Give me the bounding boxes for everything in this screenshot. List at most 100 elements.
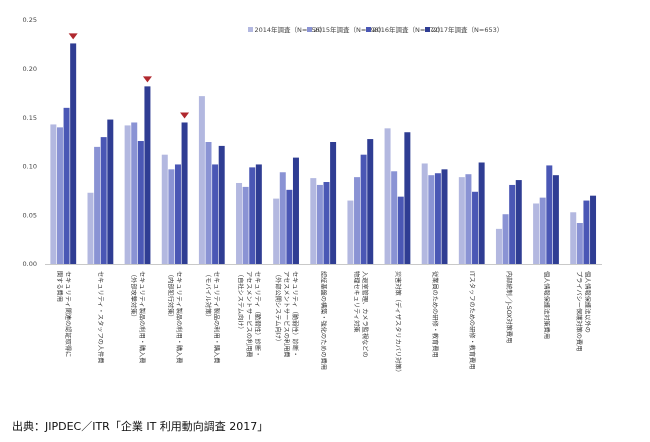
bar (255, 164, 262, 264)
category-label: 認証基盤の構築・強化のための費用 (320, 271, 328, 370)
bar (107, 119, 114, 264)
bar (360, 154, 367, 264)
bar (70, 43, 77, 265)
bar (168, 169, 175, 264)
category-label: （外部攻撃対策） (130, 271, 138, 321)
bar (316, 184, 323, 264)
category-label: 内部統制／J-SOX対策費用 (505, 271, 513, 343)
bar (212, 164, 219, 264)
bar (367, 139, 374, 264)
bar (144, 86, 151, 264)
legend-swatch (248, 27, 253, 32)
category-label: 関する費用 (55, 271, 63, 302)
category-label: セキュリティ（脆弱性）診断・ (291, 271, 299, 357)
bar (478, 162, 485, 264)
chart-legend: 2014年調査（N=656）2015年調査（N=698）2016年調査（N=67… (248, 25, 503, 34)
bar (198, 96, 205, 265)
category-label: （外部公開システム向け） (274, 271, 282, 345)
highlight-marker-icon (68, 33, 78, 40)
bar (428, 175, 435, 264)
bar (100, 137, 107, 264)
y-tick-label: 0.25 (23, 16, 37, 24)
bar (384, 128, 391, 264)
bar (397, 196, 404, 264)
bar (539, 197, 546, 264)
category-label: セキュリティ製品の利用・購入費 (138, 271, 146, 363)
bar (472, 191, 479, 264)
category-label: 災害対策（ディザスタリカバリ対策） (394, 271, 402, 376)
bar (404, 132, 411, 264)
bar (94, 146, 101, 264)
bar (458, 177, 465, 264)
legend-swatch (307, 27, 312, 32)
bar (292, 157, 299, 264)
bar (249, 167, 256, 264)
category-label: 個人情報保護法以外の (584, 271, 592, 333)
legend-label: 2017年調査（N=653） (432, 25, 504, 34)
bar (533, 203, 540, 264)
legend-swatch (425, 27, 430, 32)
highlight-markers (68, 33, 190, 119)
legend-label: 2014年調査（N=656） (255, 25, 327, 34)
legend-swatch (366, 27, 371, 32)
chart: 2014年調査（N=656）2015年調査（N=698）2016年調査（N=67… (23, 16, 602, 376)
bar (330, 142, 337, 264)
highlight-marker-icon (142, 76, 152, 83)
bar (63, 107, 70, 264)
bar (50, 124, 57, 264)
y-tick-label: 0.15 (23, 114, 37, 122)
y-axis: 0.00 0.05 0.10 0.15 0.20 0.25 (23, 16, 602, 268)
bar (502, 214, 509, 264)
category-label: 個人情報保護法対策費用 (542, 271, 550, 339)
y-tick-label: 0.10 (23, 163, 37, 171)
bar (137, 141, 144, 264)
bar (161, 154, 168, 264)
bar (242, 186, 249, 264)
bar (279, 172, 286, 264)
bar (354, 177, 361, 264)
bar (576, 223, 583, 264)
category-label: セキュリティ製品の利用・購入費 (175, 271, 183, 363)
category-label: ITスタッフのための研修・教育費用 (468, 271, 476, 369)
bar (310, 178, 317, 264)
bar (546, 165, 553, 264)
category-label: 物理セキュリティ対策 (352, 271, 360, 333)
category-label: セキュリティ関連の認証取得に (64, 271, 72, 357)
bar (181, 122, 188, 264)
bar (273, 198, 280, 264)
bar (286, 189, 293, 264)
bar (391, 171, 398, 264)
chart-bars (50, 43, 597, 265)
bar (570, 212, 577, 264)
bar (434, 173, 441, 264)
bar (174, 164, 181, 264)
bar (347, 200, 354, 264)
category-label: （自社システム向け） (237, 271, 245, 333)
category-label: （モバイル対策） (204, 271, 212, 321)
category-label: プライバシー保護対策の費用 (575, 271, 583, 351)
bar (583, 200, 590, 264)
category-label: 入退室管理、カメラ監視などの (361, 271, 369, 358)
bar (515, 180, 522, 264)
bar (218, 145, 225, 264)
category-label: 従業員のための研修・教育費用 (431, 271, 439, 358)
bar (509, 184, 516, 264)
bar (131, 122, 138, 264)
bar (495, 228, 502, 264)
bar (465, 174, 472, 264)
bar (421, 163, 428, 264)
bar (552, 175, 559, 264)
bar (441, 169, 448, 264)
y-tick-label: 0.20 (23, 65, 37, 73)
category-label: （内部犯行対策） (167, 271, 175, 321)
highlight-marker-icon (180, 112, 190, 119)
bar (56, 127, 63, 264)
source-caption: 出典：JIPDEC／ITR「企業 IT 利用動向調査 2017」 (12, 420, 269, 433)
legend-label: 2016年調査（N=672） (373, 25, 445, 34)
y-tick-label: 0.05 (23, 211, 37, 219)
bar (205, 142, 212, 264)
bar (87, 192, 94, 264)
legend-label: 2015年調査（N=698） (314, 25, 386, 34)
y-tick-label: 0.00 (23, 260, 37, 268)
